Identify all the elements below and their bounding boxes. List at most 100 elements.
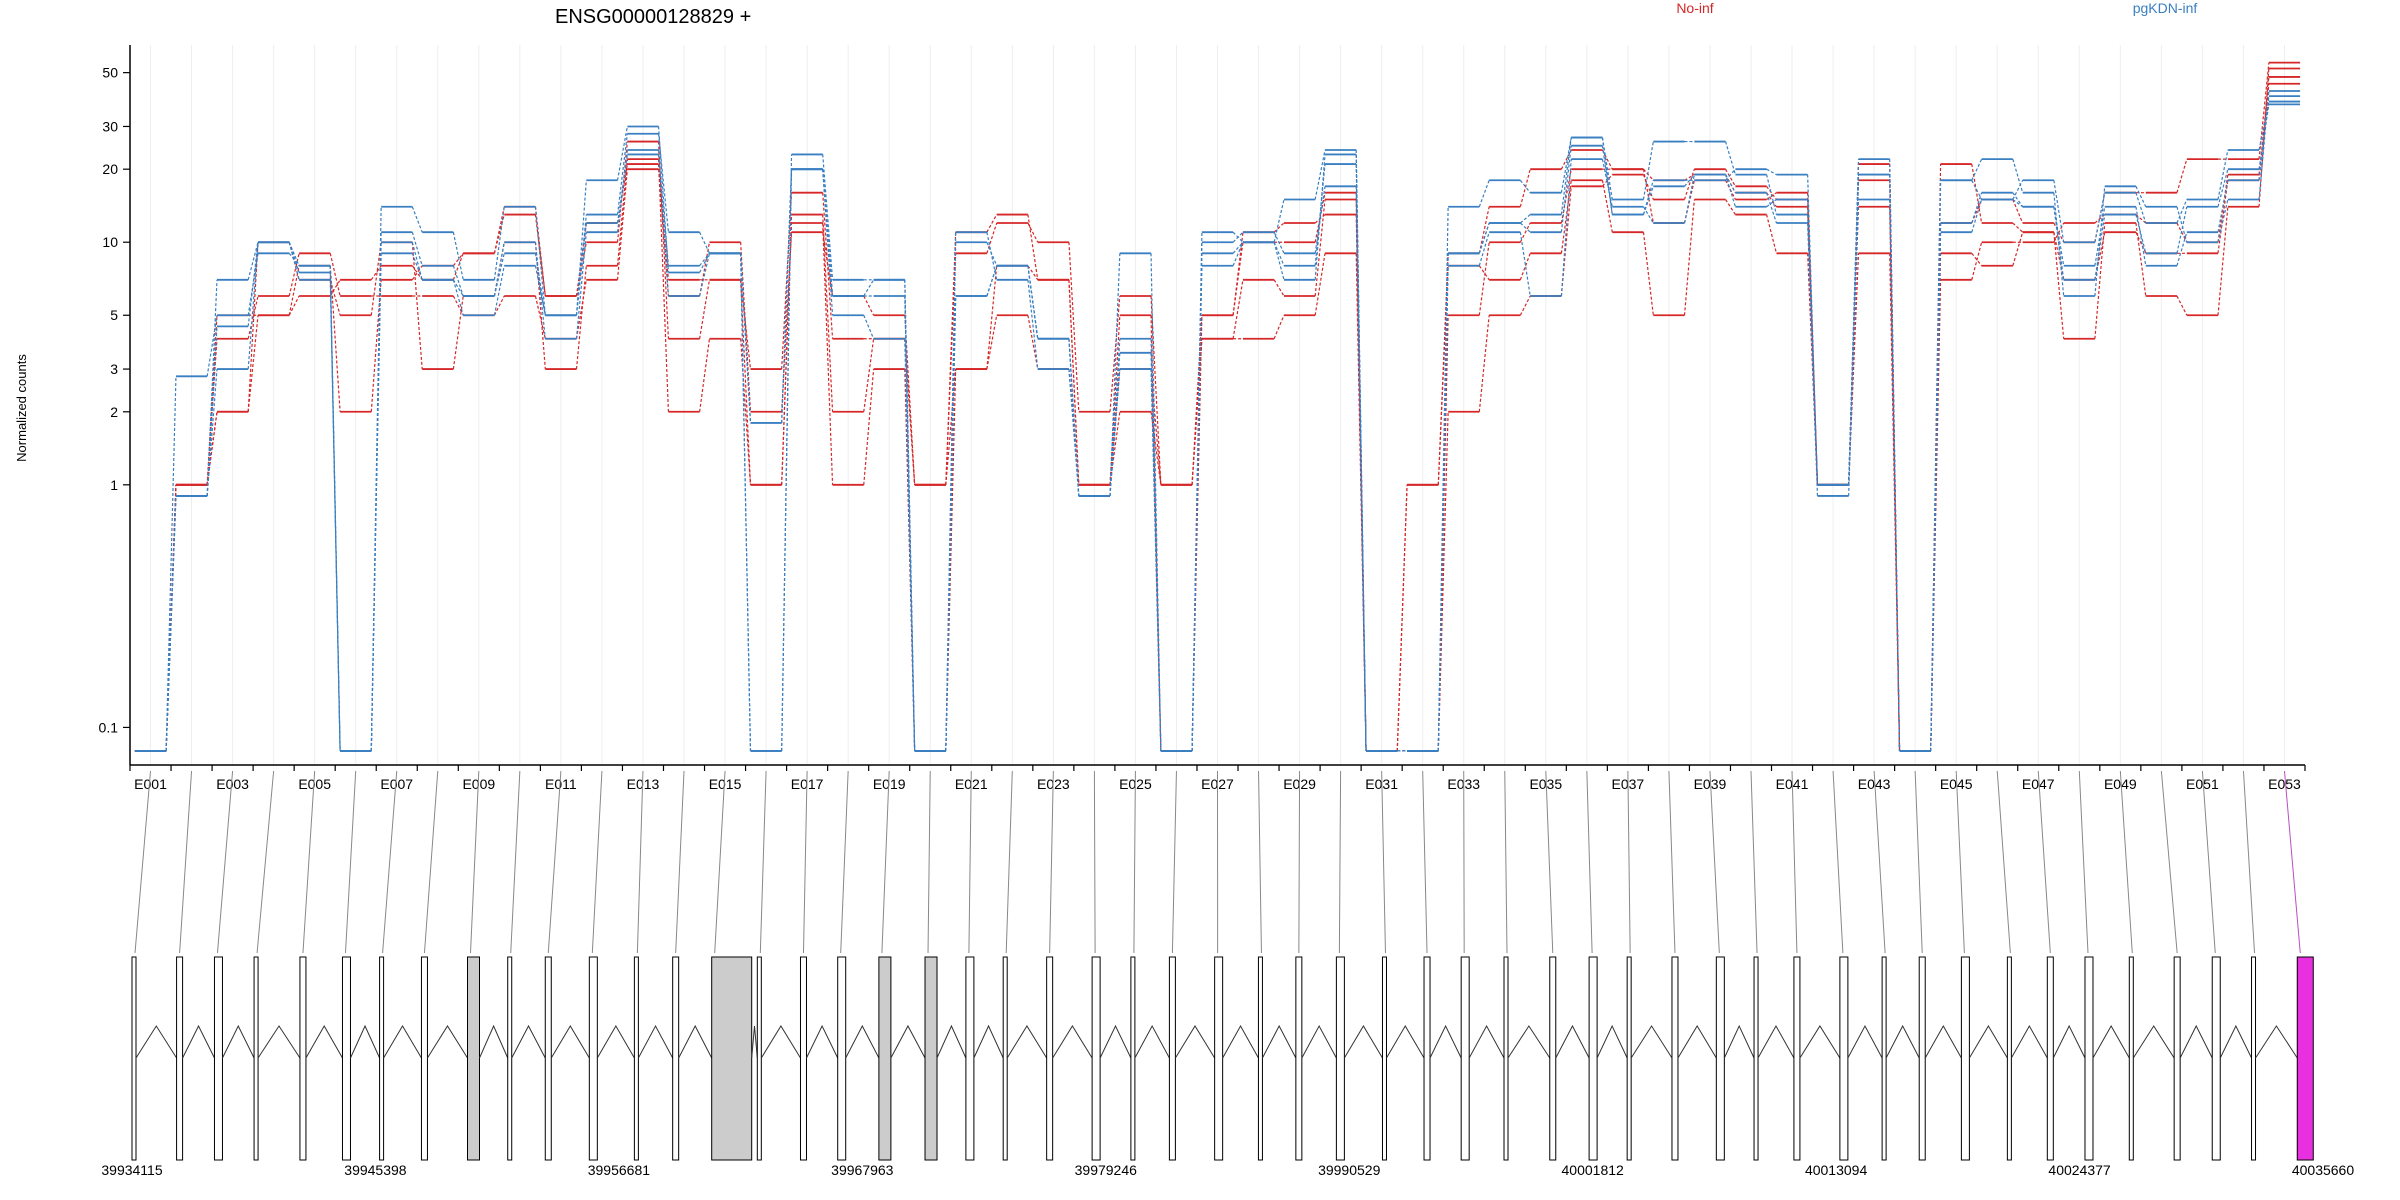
coordinate-label: 39934115 bbox=[101, 1162, 162, 1178]
intron-line bbox=[1630, 1025, 1673, 1059]
exon-box bbox=[420, 956, 428, 1161]
exon-transition bbox=[1642, 232, 1654, 316]
exon-transition bbox=[1314, 154, 1326, 280]
genomic-coordinate-ticks: 39934115 39945398 39956681 39967963 39979246… bbox=[101, 1162, 2354, 1178]
exon-transition bbox=[822, 222, 834, 485]
exon-transition bbox=[329, 279, 341, 297]
exon-transition bbox=[1273, 231, 1285, 254]
intron-line bbox=[305, 1024, 343, 1059]
exon-box bbox=[1960, 956, 1970, 1161]
x-tick-label: E043 bbox=[1858, 776, 1891, 792]
exon-transition bbox=[781, 169, 793, 423]
x-tick-label: E053 bbox=[2268, 776, 2301, 792]
exon-transition bbox=[2258, 68, 2270, 207]
intron-line bbox=[1885, 1024, 1920, 1059]
exon-transition bbox=[1314, 186, 1326, 254]
intron-line bbox=[2092, 1024, 2130, 1059]
exon-transition bbox=[1232, 241, 1244, 266]
exon-transition bbox=[1314, 149, 1326, 200]
exon-transition bbox=[370, 253, 382, 751]
exon-box bbox=[756, 956, 762, 1161]
x-tick-label: E001 bbox=[134, 776, 167, 792]
exon-transition bbox=[740, 253, 752, 423]
chart-title: ENSG00000128829 + bbox=[555, 6, 751, 28]
legend-pgkdn-inf: pgKDN-inf bbox=[2133, 0, 2198, 16]
intron-line bbox=[890, 1024, 926, 1059]
exon-transition bbox=[2217, 199, 2229, 243]
intron-line bbox=[1343, 1025, 1383, 1059]
exon-transition bbox=[1560, 145, 1572, 233]
exon-transition bbox=[534, 265, 546, 316]
exon-transition bbox=[1478, 265, 1490, 281]
exon-transition bbox=[1355, 154, 1367, 751]
intron-line bbox=[427, 1025, 468, 1059]
connector-line bbox=[840, 770, 849, 954]
exon-transition bbox=[165, 495, 177, 751]
exon-transition bbox=[2217, 149, 2229, 200]
exon-transition bbox=[616, 159, 628, 266]
exon-box bbox=[633, 956, 639, 1161]
exon-transition bbox=[1027, 279, 1039, 370]
exon-box bbox=[1715, 956, 1725, 1161]
exon-transition bbox=[2053, 192, 2065, 297]
exon-transition bbox=[1273, 315, 1285, 339]
coordinate-label: 39990529 bbox=[1318, 1162, 1381, 1178]
exon-transition bbox=[493, 214, 505, 254]
connector-line bbox=[179, 770, 193, 954]
connector-line bbox=[714, 770, 726, 954]
exon-transition bbox=[1971, 158, 1983, 181]
exon-transition bbox=[534, 206, 546, 316]
exon-box bbox=[1588, 956, 1598, 1161]
exon-box bbox=[299, 956, 307, 1161]
exon-transition bbox=[1109, 295, 1121, 412]
intron-line bbox=[1757, 1024, 1795, 1059]
connector-line bbox=[1545, 770, 1554, 954]
exon-transition bbox=[1314, 199, 1326, 297]
exon-box bbox=[2211, 956, 2221, 1161]
connector-line bbox=[1133, 770, 1136, 954]
exon-transition bbox=[370, 279, 382, 412]
exon-transition bbox=[2012, 232, 2024, 266]
exon-transition bbox=[2217, 174, 2229, 243]
exon-transition bbox=[452, 295, 464, 316]
exon-transition bbox=[1478, 315, 1490, 412]
exon-box bbox=[507, 956, 513, 1161]
exon-transition bbox=[1273, 199, 1285, 243]
coordinate-label: 39979246 bbox=[1075, 1162, 1138, 1178]
exon-transition bbox=[247, 242, 259, 327]
y-axis-label: Normalized counts bbox=[14, 354, 29, 462]
x-tick-label: E051 bbox=[2186, 776, 2219, 792]
exon-transition bbox=[288, 253, 300, 297]
exon-transition bbox=[657, 169, 670, 280]
intron-line bbox=[182, 1024, 215, 1059]
exon-transition bbox=[740, 242, 752, 412]
intron-line bbox=[2010, 1024, 2048, 1059]
connector-line bbox=[1586, 770, 1593, 954]
intron-line bbox=[1301, 1024, 1337, 1059]
exon-box bbox=[1002, 956, 1008, 1161]
intron-line bbox=[973, 1024, 1004, 1059]
exon-transition bbox=[2217, 169, 2229, 207]
y-tick-label: 20 bbox=[102, 161, 118, 177]
exon-transition bbox=[740, 338, 752, 485]
exon-transition bbox=[1273, 222, 1285, 233]
exon-transition bbox=[1519, 232, 1531, 297]
connector-line bbox=[927, 770, 931, 954]
connector-line bbox=[1381, 770, 1386, 954]
exon-transition bbox=[1766, 192, 1777, 208]
exon-transition bbox=[1642, 186, 1654, 215]
intron-line bbox=[2179, 1024, 2213, 1059]
exon-transition bbox=[2135, 186, 2147, 208]
exon-transition bbox=[2053, 180, 2065, 243]
exon-transition bbox=[1027, 265, 1039, 281]
exon-transition bbox=[1519, 169, 1531, 207]
exon-transition bbox=[1232, 232, 1244, 316]
connector-line bbox=[1873, 770, 1886, 954]
connector-line bbox=[1627, 770, 1631, 954]
intron-line bbox=[596, 1025, 635, 1059]
series-layer bbox=[134, 61, 2301, 752]
exon-box bbox=[1753, 956, 1759, 1161]
exon-transition bbox=[1930, 222, 1942, 751]
connector-line bbox=[1422, 770, 1428, 954]
exon-transition bbox=[699, 252, 710, 267]
